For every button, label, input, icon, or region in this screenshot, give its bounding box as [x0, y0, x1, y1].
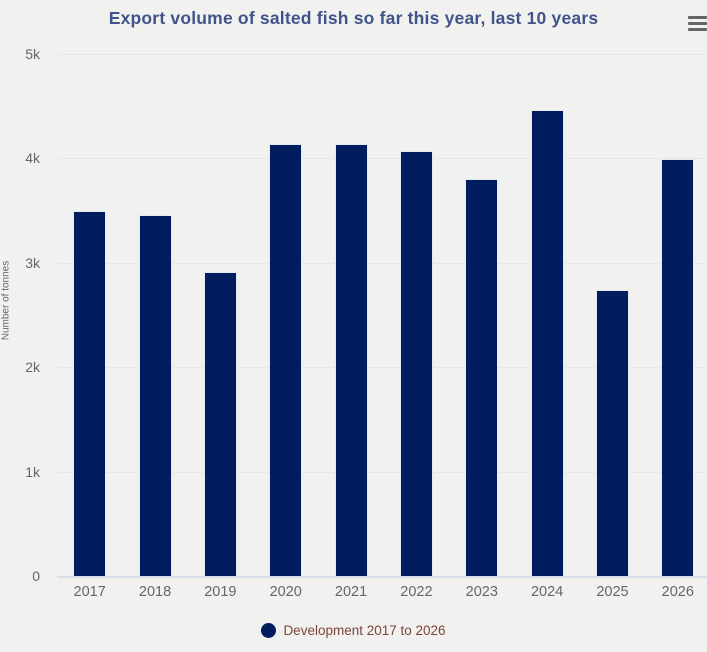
x-axis-label-2025: 2025	[596, 584, 629, 600]
gridline	[57, 262, 707, 264]
legend-label: Development 2017 to 2026	[283, 623, 446, 638]
y-axis-title: Number of tonnes	[0, 260, 12, 341]
y-axis-label-2k: 2k	[25, 359, 40, 376]
y-axis-label-4k: 4k	[25, 150, 40, 167]
bar-2026[interactable]	[661, 158, 695, 576]
gridline	[57, 367, 707, 369]
hamburger-line	[688, 16, 707, 19]
bar-2024[interactable]	[530, 109, 564, 576]
gridline	[57, 158, 707, 160]
legend-item[interactable]: Development 2017 to 2026	[0, 623, 707, 638]
hamburger-menu-icon[interactable]	[687, 13, 707, 33]
x-axis-label-2017: 2017	[73, 584, 106, 600]
bar-2023[interactable]	[465, 178, 499, 576]
gridline	[57, 54, 707, 55]
y-axis-label-5k: 5k	[25, 46, 40, 62]
y-axis-label-0: 0	[32, 568, 40, 584]
gridline	[57, 471, 707, 473]
bar-2020[interactable]	[269, 144, 303, 576]
hamburger-line	[688, 22, 707, 25]
bar-2019[interactable]	[203, 271, 237, 576]
bar-2018[interactable]	[138, 215, 172, 576]
x-axis-line	[57, 575, 707, 578]
x-axis-label-2024: 2024	[530, 584, 564, 600]
bar-2017[interactable]	[73, 210, 107, 576]
legend-dot-icon	[261, 623, 277, 638]
bar-2025[interactable]	[595, 289, 629, 576]
x-axis-label-2026: 2026	[661, 584, 694, 600]
bar-2022[interactable]	[399, 150, 433, 576]
x-axis-label-2022: 2022	[400, 584, 433, 600]
x-axis-label-2019: 2019	[204, 584, 237, 600]
x-axis-label-2020: 2020	[269, 584, 302, 600]
x-axis-label-2021: 2021	[334, 584, 368, 600]
y-axis-label-1k: 1k	[25, 463, 40, 480]
x-axis-label-2023: 2023	[465, 584, 498, 600]
hamburger-line	[688, 28, 707, 31]
y-axis-label-3k: 3k	[25, 254, 40, 271]
chart-title: Export volume of salted fish so far this…	[108, 8, 599, 28]
bar-2021[interactable]	[334, 144, 368, 576]
x-axis-label-2018: 2018	[138, 584, 172, 600]
